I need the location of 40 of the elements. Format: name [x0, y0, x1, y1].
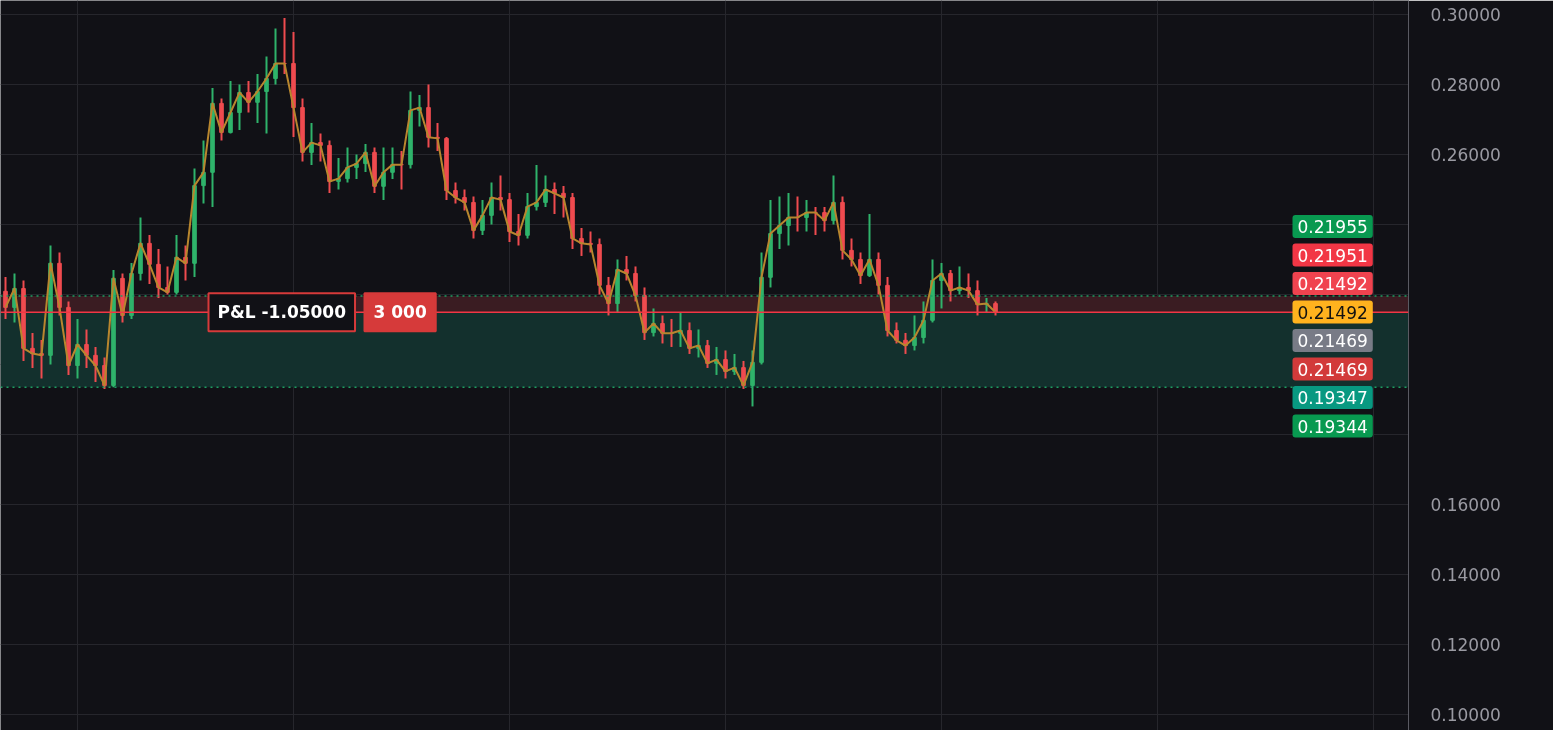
candlestick: [345, 146, 350, 184]
y-tick-label: 0.16000: [1430, 494, 1501, 515]
candlestick: [921, 300, 926, 345]
text: 0.21955: [1297, 217, 1368, 237]
candlestick: [633, 265, 638, 303]
annotation: 3 000: [373, 302, 427, 323]
y-tick-label: 0.26000: [1430, 144, 1501, 165]
candlestick: [489, 181, 494, 226]
candlestick: [849, 237, 854, 268]
text: 0.19344: [1297, 416, 1368, 437]
annotation: P&L -1.05000: [217, 302, 347, 323]
candlestick: [273, 27, 278, 86]
y-tick-label: 0.10000: [1430, 704, 1501, 725]
candlestick: [948, 268, 953, 303]
candlestick: [480, 198, 485, 236]
candlestick: [156, 247, 161, 299]
candlestick: [75, 317, 80, 380]
y-tick-label: 0.12000: [1430, 634, 1501, 655]
y-tick-label: 0.30000: [1430, 5, 1501, 25]
candlestick: [237, 83, 242, 131]
candlestick: [543, 174, 548, 208]
text: 0.21951: [1297, 245, 1368, 266]
text: 0.21469: [1297, 331, 1368, 351]
candlestick: [687, 321, 692, 355]
candlestick: [255, 72, 260, 124]
candlestick: [381, 146, 386, 201]
y-tick-label: 0.14000: [1430, 564, 1501, 585]
line-series: [4, 62, 997, 387]
y-tick-label: 0.28000: [1430, 74, 1501, 95]
text: 0.21469: [1297, 359, 1368, 380]
text: 0.19347: [1297, 388, 1368, 408]
candlestick: [3, 275, 8, 320]
candlestick: [705, 338, 710, 369]
candlestick: [84, 328, 89, 369]
candlestick: [147, 233, 152, 285]
candlestick: [894, 321, 899, 345]
text: 0.21492: [1297, 274, 1368, 294]
text: 0.21492: [1297, 302, 1368, 323]
candlestick: [93, 345, 98, 383]
candlestick: [264, 55, 269, 135]
